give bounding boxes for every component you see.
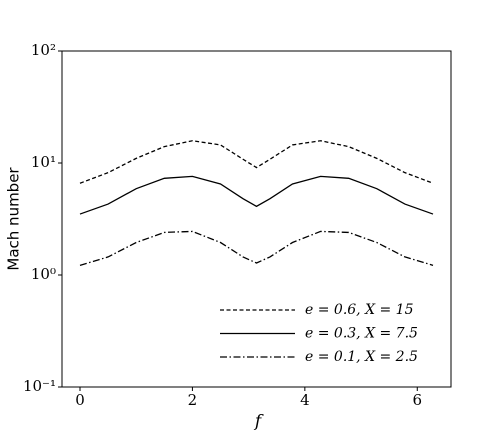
series-line — [79, 175, 434, 215]
y-tick-label: 10⁰ — [31, 265, 56, 283]
y-axis-label: Mach number — [5, 167, 23, 271]
legend-label: e = 0.1, X = 2.5 — [305, 349, 418, 365]
x-axis-label: f — [253, 412, 264, 432]
x-tick-label: 6 — [412, 391, 422, 409]
legend-label: e = 0.3, X = 7.5 — [305, 326, 418, 342]
x-tick-label: 2 — [188, 391, 198, 409]
plot-frame — [61, 50, 452, 388]
x-tick-label: 4 — [300, 391, 310, 409]
y-tick-label: 10² — [31, 41, 56, 59]
legend-label: e = 0.6, X = 15 — [305, 302, 414, 318]
series-line — [79, 230, 434, 266]
series-line — [79, 140, 434, 184]
x-tick-label: 0 — [75, 391, 85, 409]
y-tick-label: 10⁻¹ — [23, 377, 56, 395]
y-tick-label: 10¹ — [31, 153, 56, 171]
